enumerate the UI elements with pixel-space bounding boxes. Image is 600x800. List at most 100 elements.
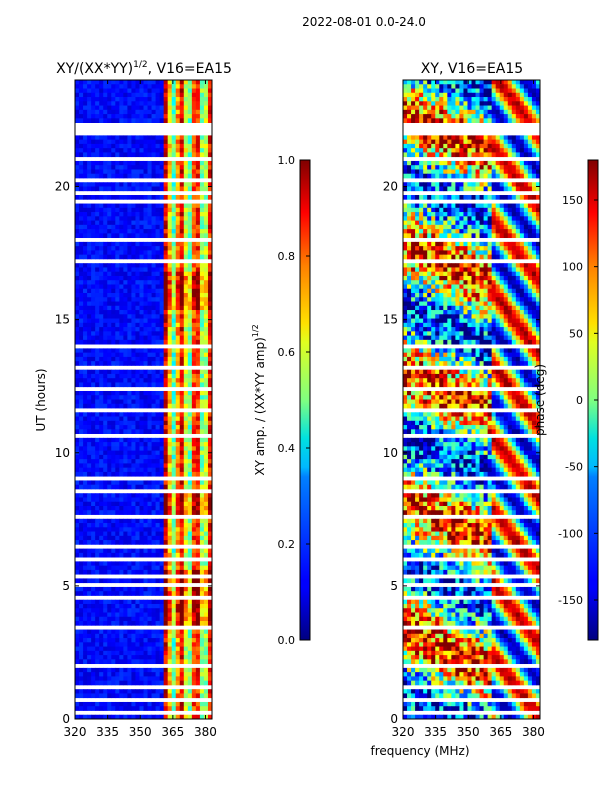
amplitude-cell — [135, 497, 140, 503]
amplitude-cell — [139, 714, 144, 720]
amplitude-cell — [127, 603, 132, 609]
amplitude-cell — [195, 173, 201, 179]
amplitude-cell — [155, 701, 161, 707]
amplitude-cell — [143, 484, 148, 490]
amplitude-cell — [199, 471, 205, 477]
amplitude-cell — [203, 659, 209, 665]
amplitude-cell — [119, 339, 124, 345]
amplitude-cell — [75, 399, 80, 405]
phase-cell — [483, 160, 489, 166]
amplitude-cell — [131, 459, 136, 464]
amplitude-cell — [195, 165, 201, 170]
amplitude-cell — [143, 322, 148, 328]
amplitude-cell — [187, 463, 193, 469]
amplitude-cell — [159, 412, 165, 417]
phase-cell — [411, 88, 416, 94]
amplitude-cell — [131, 569, 136, 575]
phase-cell — [427, 203, 432, 209]
phase-cell — [415, 105, 420, 111]
amplitude-cell — [139, 118, 144, 123]
amplitude-cell — [119, 263, 124, 268]
amplitude-cell — [119, 484, 124, 490]
amplitude-cell — [103, 169, 108, 175]
amplitude-cell — [131, 356, 136, 362]
amplitude-cell — [103, 506, 108, 511]
amplitude-cell — [191, 501, 197, 507]
amplitude-cell — [131, 650, 136, 656]
phase-cell — [511, 186, 517, 192]
amplitude-cell — [131, 689, 136, 694]
amplitude-cell — [131, 233, 136, 239]
phase-cell — [403, 135, 408, 141]
amplitude-cell — [179, 412, 185, 417]
amplitude-cell — [95, 450, 100, 456]
amplitude-cell — [143, 80, 148, 85]
amplitude-cell — [191, 361, 197, 366]
amplitude-cell — [147, 216, 152, 221]
amplitude-cell — [143, 399, 148, 405]
amplitude-cell — [175, 97, 181, 102]
amplitude-cell — [163, 425, 169, 430]
amplitude-cell — [147, 114, 152, 119]
amplitude-cell — [115, 523, 120, 528]
amplitude-cell — [175, 676, 181, 682]
amplitude-cell — [135, 288, 140, 294]
amplitude-cell — [183, 335, 189, 341]
phase-cell — [487, 105, 493, 111]
amplitude-cell — [147, 293, 152, 298]
amplitude-cell — [87, 493, 92, 498]
amplitude-cell — [135, 689, 140, 694]
amplitude-cell — [119, 207, 124, 213]
amplitude-cell — [131, 399, 136, 405]
amplitude-cell — [131, 84, 136, 89]
amplitude-cell — [187, 284, 193, 290]
amplitude-cell — [83, 318, 88, 324]
amplitude-cell — [159, 450, 165, 456]
amplitude-cell — [127, 650, 132, 656]
amplitude-cell — [99, 203, 104, 209]
phase-cell — [483, 97, 489, 102]
amplitude-cell — [119, 565, 124, 571]
amplitude-cell — [83, 143, 88, 149]
amplitude-cell — [103, 608, 108, 613]
amplitude-cell — [79, 701, 84, 707]
amplitude-cell — [123, 693, 128, 699]
amplitude-cell — [123, 390, 128, 396]
amplitude-cell — [103, 642, 108, 647]
amplitude-cell — [179, 207, 185, 213]
phase-cell — [411, 118, 416, 123]
amplitude-cell — [139, 288, 144, 294]
amplitude-cell — [79, 305, 84, 311]
amplitude-cell — [87, 599, 92, 605]
amplitude-cell — [147, 437, 152, 443]
phase-cell — [519, 148, 525, 153]
phase-cell — [407, 92, 412, 98]
amplitude-cell — [91, 92, 96, 98]
amplitude-cell — [127, 667, 132, 673]
amplitude-cell — [91, 552, 96, 558]
amplitude-cell — [179, 109, 185, 115]
amplitude-cell — [119, 250, 124, 256]
amplitude-cell — [167, 331, 173, 336]
amplitude-cell — [171, 629, 177, 635]
amplitude-cell — [127, 92, 132, 98]
phase-cell — [483, 101, 489, 106]
amplitude-cell — [167, 463, 173, 469]
amplitude-cell — [183, 493, 189, 498]
amplitude-cell — [199, 254, 205, 260]
amplitude-cell — [135, 471, 140, 477]
amplitude-cell — [139, 701, 144, 707]
amplitude-cell — [135, 621, 140, 626]
amplitude-cell — [95, 506, 100, 511]
amplitude-colorbar: 0.00.20.40.60.81.0 XY amp. / (XX*YY amp)… — [251, 154, 311, 647]
amplitude-cell — [171, 667, 177, 673]
amplitude-cell — [207, 305, 213, 311]
phase-cell — [495, 80, 501, 85]
amplitude-cell — [179, 552, 185, 558]
amplitude-cell — [199, 88, 205, 94]
amplitude-cell — [179, 373, 185, 379]
amplitude-cell — [83, 109, 88, 115]
amplitude-cell — [199, 689, 205, 694]
amplitude-xtick-label: 380 — [194, 725, 217, 739]
amplitude-cell — [107, 633, 112, 639]
